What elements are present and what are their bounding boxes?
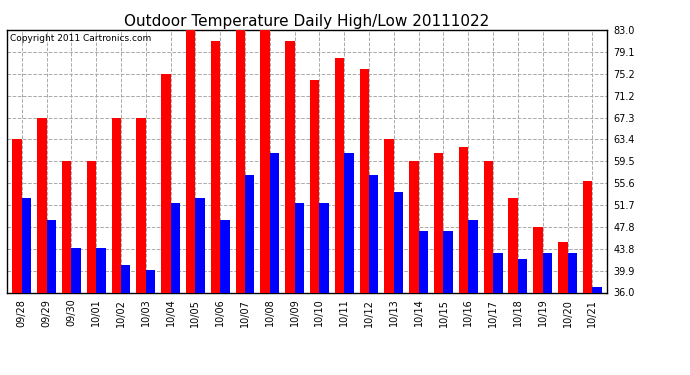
Bar — [558, 242, 567, 292]
Bar — [335, 58, 344, 292]
Bar — [509, 198, 518, 292]
Bar — [71, 248, 81, 292]
Bar — [137, 118, 146, 292]
Bar — [112, 118, 121, 292]
Bar — [567, 254, 577, 292]
Text: Copyright 2011 Cartronics.com: Copyright 2011 Cartronics.com — [10, 34, 151, 43]
Bar — [543, 254, 552, 292]
Bar — [484, 161, 493, 292]
Bar — [121, 265, 130, 292]
Bar — [344, 153, 354, 292]
Bar — [211, 41, 220, 292]
Bar — [285, 41, 295, 292]
Bar — [146, 270, 155, 292]
Bar — [419, 231, 428, 292]
Bar — [235, 30, 245, 292]
Bar — [195, 198, 205, 292]
Bar — [220, 220, 230, 292]
Bar — [583, 181, 592, 292]
Bar — [409, 161, 419, 292]
Bar — [295, 203, 304, 292]
Bar — [469, 220, 477, 292]
Bar — [12, 140, 22, 292]
Bar — [87, 161, 96, 292]
Bar — [270, 153, 279, 292]
Bar — [245, 175, 255, 292]
Bar — [161, 74, 170, 292]
Bar — [170, 203, 180, 292]
Bar — [62, 161, 71, 292]
Bar — [384, 140, 394, 292]
Title: Outdoor Temperature Daily High/Low 20111022: Outdoor Temperature Daily High/Low 20111… — [124, 14, 490, 29]
Bar — [22, 198, 31, 292]
Bar — [37, 118, 47, 292]
Bar — [459, 147, 469, 292]
Bar — [310, 80, 319, 292]
Bar — [260, 30, 270, 292]
Bar — [533, 226, 543, 292]
Bar — [434, 153, 444, 292]
Bar — [394, 192, 403, 292]
Bar — [47, 220, 56, 292]
Bar — [186, 30, 195, 292]
Bar — [518, 259, 527, 292]
Bar — [369, 175, 379, 292]
Bar — [493, 254, 502, 292]
Bar — [444, 231, 453, 292]
Bar — [359, 69, 369, 292]
Bar — [592, 287, 602, 292]
Bar — [319, 203, 329, 292]
Bar — [96, 248, 106, 292]
